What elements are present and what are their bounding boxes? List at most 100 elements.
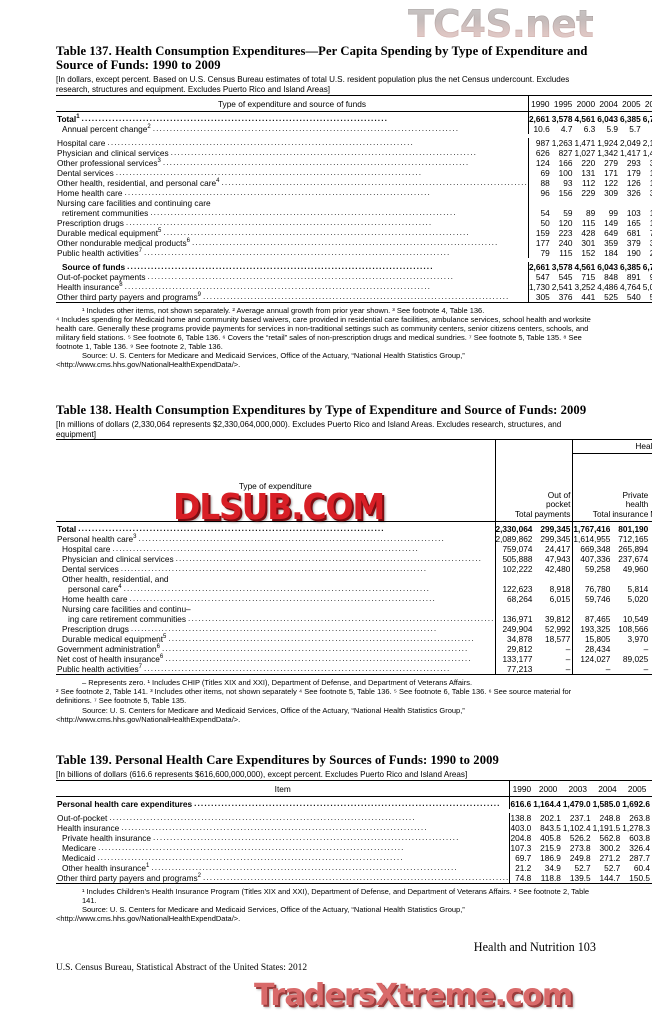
table-cell: 177	[527, 237, 552, 248]
table-row: Physician and clinical services.........…	[56, 146, 652, 158]
table-row: Home health care........................…	[56, 187, 652, 198]
table-cell: 184	[604, 247, 618, 258]
row-label: Other health, residential, and personal …	[57, 176, 528, 188]
table-138-head: Health insurance Type of expenditure Tot…	[56, 439, 652, 522]
table-cell: 5,020	[627, 594, 649, 605]
table-cell: 171	[604, 167, 618, 178]
row-label: Prescription drugs......................…	[57, 216, 433, 228]
row-label: Personal health care3...................…	[57, 533, 445, 545]
table-cell: 301	[581, 237, 596, 248]
row-label: Public health activities7...............…	[56, 663, 496, 676]
table-row: Durable medical equipment5..............…	[56, 633, 652, 645]
row-label: Other health insurance1.................…	[62, 861, 458, 873]
table-cell: 103	[626, 207, 641, 218]
table-cell: 96	[527, 187, 552, 198]
table-cell: 176	[643, 218, 652, 228]
table-cell: 229	[581, 187, 596, 198]
table-138-title: Table 138. Health Consumption Expenditur…	[56, 403, 587, 417]
row-label: Hospital care...........................…	[57, 136, 414, 148]
table-row: Total...................................…	[56, 521, 652, 535]
table-cell: 273.8	[569, 842, 591, 853]
table-cell: 249.8	[569, 852, 591, 863]
table-138-oop-spacer	[534, 439, 573, 454]
column-header-1995: 1995	[551, 94, 575, 112]
table-cell: 359	[604, 237, 618, 248]
column-header-2003: 2003	[562, 779, 593, 797]
table-cell: 287.7	[629, 852, 650, 863]
table-cell	[552, 198, 575, 208]
table-cell: 2,661	[527, 261, 552, 272]
table-cell: 3,578	[551, 261, 573, 272]
table-row: personal care4..........................…	[56, 583, 652, 595]
table-cell: 179	[626, 167, 641, 178]
column-header-hi-total: Total	[572, 453, 613, 522]
row-label: Government administration6..............…	[57, 643, 469, 655]
row-label: Home health care........................…	[62, 593, 436, 605]
row-label: Medicaid................................…	[62, 851, 404, 863]
table-137-stub-header: Type of expenditure and source of funds	[56, 94, 529, 112]
table-cell: 265,894	[618, 544, 649, 555]
table-cell: –	[565, 654, 571, 665]
table-cell: 910	[643, 272, 652, 282]
table-cell: –	[650, 664, 652, 676]
table-cell: 759,074	[494, 544, 535, 555]
table-cell: 108,566	[618, 624, 649, 635]
table-cell: 6,385	[620, 110, 643, 124]
table-cell: 149	[604, 217, 618, 228]
table-cell: 166	[558, 157, 573, 168]
table-138-headnote: [In millions of dollars (2,330,064 repre…	[56, 420, 562, 439]
table-137-title: Table 137. Health Consumption Expenditur…	[56, 44, 588, 73]
column-header-out-of-pocket: Out of pocket payments	[534, 490, 571, 519]
row-label: Annual percent change2..................…	[62, 122, 460, 134]
table-cell: 848	[604, 271, 618, 282]
row-label: Health insurance8.......................…	[57, 280, 432, 292]
table-139: Item 1990 2000 2003 2004 2005 2006 2007 …	[56, 779, 652, 884]
column-header-medicare: Medicare	[650, 453, 652, 521]
row-label: Other third party payers and programs2..…	[56, 871, 510, 884]
table-cell: 5.9	[606, 123, 618, 134]
table-cell: 115	[582, 217, 596, 228]
table-cell: 1,027	[574, 147, 596, 158]
table-cell: 4,764	[620, 281, 641, 292]
table-row: Government administration6..............…	[56, 643, 652, 655]
row-label: Net cost of health insurance6...........…	[57, 653, 472, 665]
column-header-total: Total	[494, 453, 535, 522]
table-cell: 1,417	[620, 147, 641, 158]
table-cell: 4,561	[574, 110, 598, 124]
table-cell: 249,904	[494, 624, 535, 635]
table-138-body: Total...................................…	[56, 521, 652, 676]
row-label: Physician and clinical services.........…	[57, 146, 478, 158]
table-cell: 299,345	[534, 521, 573, 535]
table-cell: 124,027	[572, 654, 613, 665]
table-cell	[534, 574, 572, 584]
table-row: Health insurance8.......................…	[56, 280, 652, 292]
column-header-private-health-insurance: Private health insurance	[612, 490, 649, 519]
table-cell: 6,746	[642, 110, 652, 124]
table-138-group-header-row: Health insurance	[56, 439, 652, 454]
table-cell: 505,888	[494, 554, 535, 565]
row-label: Hospital care...........................…	[62, 543, 419, 555]
table-139-block: Table 139. Personal Health Care Expendit…	[56, 753, 652, 923]
table-cell: 669,348	[572, 544, 613, 555]
table-cell: 39,812	[545, 614, 571, 625]
table-cell: 305	[527, 291, 552, 303]
table-cell: 87,465	[572, 614, 613, 625]
table-cell: 215.9	[540, 842, 561, 853]
table-cell: 616.6	[509, 795, 534, 809]
table-cell: 49,960	[622, 564, 649, 575]
table-cell: 391	[643, 238, 652, 248]
table-cell: 563	[642, 291, 652, 303]
row-label: Total1..................................…	[56, 110, 529, 124]
table-cell	[597, 198, 620, 208]
table-cell	[572, 604, 613, 615]
table-cell: 100	[558, 167, 573, 178]
column-header-1990: 1990	[509, 779, 534, 797]
table-cell: 185	[643, 168, 652, 178]
table-cell: 237,674	[618, 554, 649, 565]
table-cell: 1,767,416	[572, 521, 613, 535]
table-cell: 562.8	[599, 832, 621, 843]
column-header-2000: 2000	[574, 94, 598, 112]
table-row: Public health activities7...............…	[56, 247, 652, 258]
table-row: Annual percent change2..................…	[56, 122, 652, 134]
table-cell: 15,805	[572, 634, 613, 645]
